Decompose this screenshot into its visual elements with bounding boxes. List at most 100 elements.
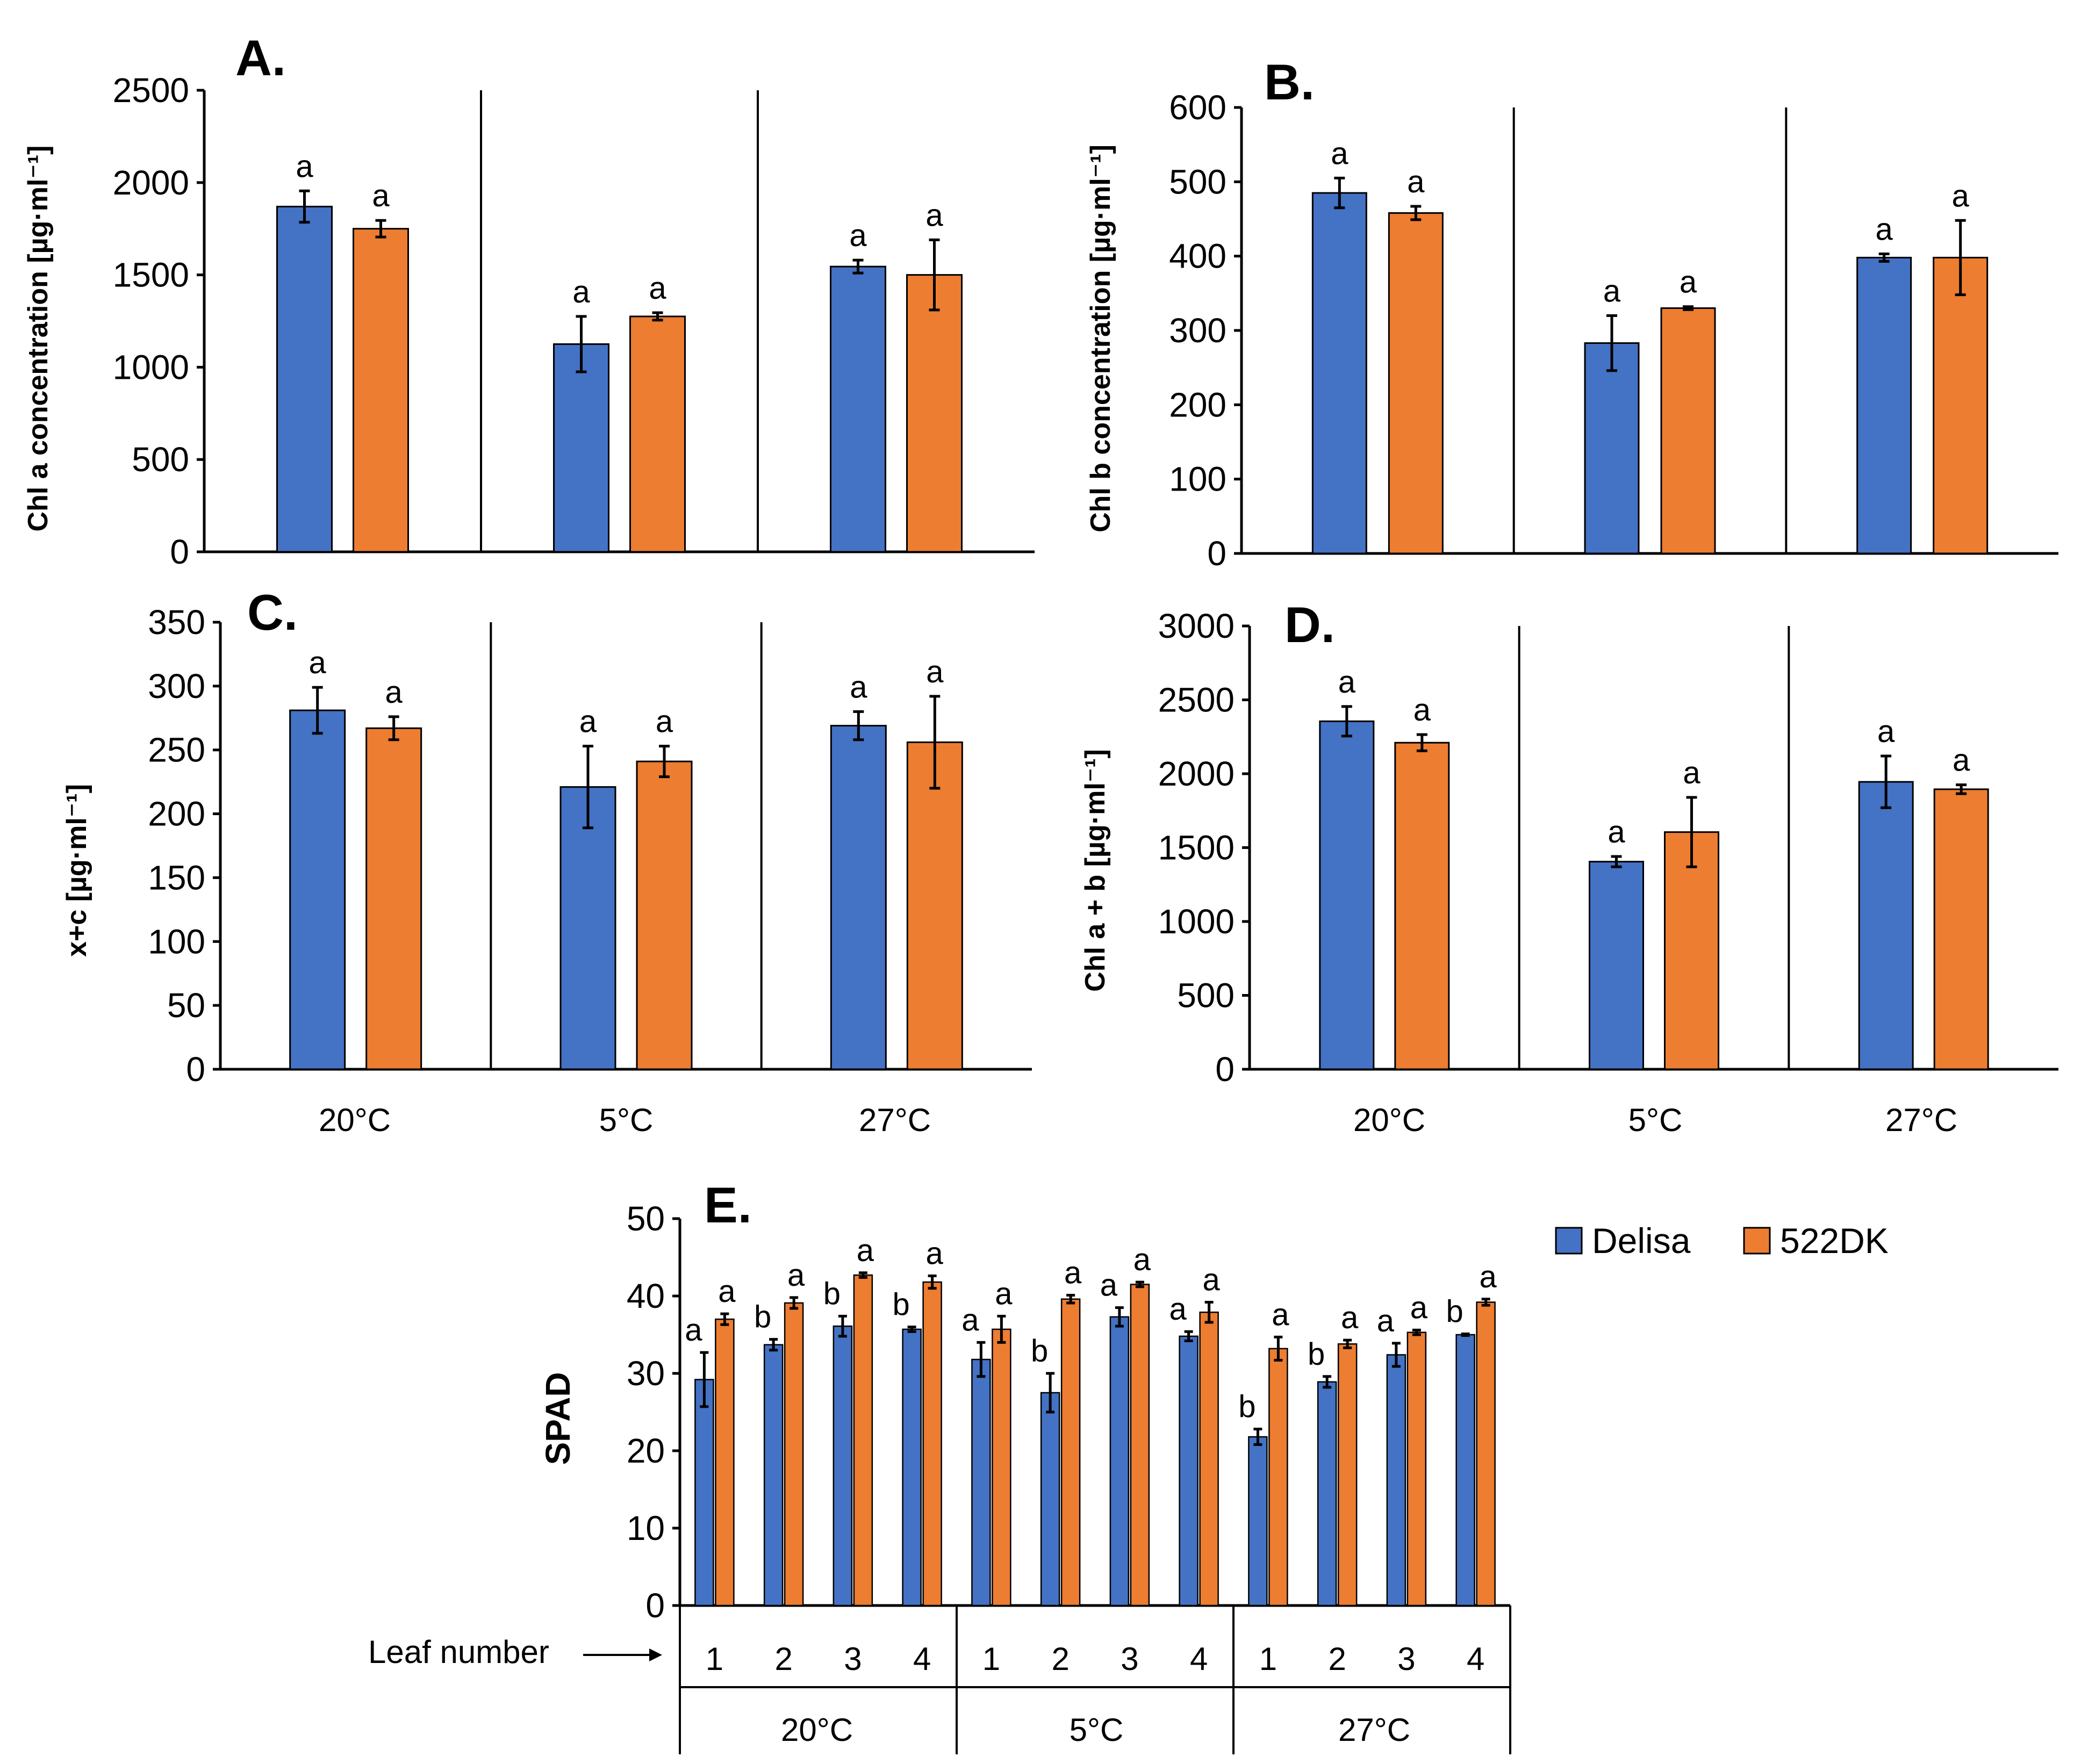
panel-e-significance-letter: b [1031, 1334, 1048, 1369]
panel-e-bar-522dk [1407, 1331, 1427, 1607]
panel-c-significance-letter: a [926, 654, 944, 689]
panel-c-bar-522dk [636, 760, 693, 1070]
panel-e-bar-delisa [1386, 1354, 1407, 1607]
panel-e-bar-522dk [1268, 1348, 1288, 1607]
panel-d-label: D. [1285, 596, 1335, 653]
panel-e-bar-522dk [1130, 1284, 1150, 1607]
panel-c-y-tick-label: 300 [148, 667, 205, 705]
panel-e-significance-letter: a [1100, 1268, 1118, 1303]
panel-e-leaf-label: 4 [913, 1641, 931, 1677]
legend: Delisa 522DK [1555, 1221, 1889, 1261]
panel-e-leaf-label: 3 [1121, 1641, 1138, 1677]
panel-b-bar-522dk [1660, 307, 1716, 555]
panel-e-bar-522dk [992, 1328, 1011, 1607]
leaf-number-caption: Leaf number [368, 1634, 549, 1670]
panel-d-y-axis-title: Chl a + b [µg·ml⁻¹] [1080, 749, 1111, 992]
panel-e-bar-delisa [1179, 1335, 1199, 1607]
panel-e-significance-letter: a [1377, 1304, 1395, 1338]
panel-e-significance-letter: a [1410, 1290, 1428, 1325]
panel-e-significance-letter: b [892, 1287, 909, 1322]
panel-a-y-tick-label: 1000 [113, 348, 189, 386]
panel-e-leaf-label: 3 [844, 1641, 862, 1677]
panel-d-y-tick-label: 500 [1177, 976, 1235, 1015]
panel-b-y-tick-label: 300 [1169, 311, 1226, 350]
panel-e-group-label: 20°C [781, 1712, 853, 1748]
panel-a-significance-letter: a [296, 149, 313, 184]
panel-e-y-tick-label: 50 [627, 1199, 665, 1238]
panel-c-significance-letter: a [579, 704, 597, 739]
panel-a-y-axis-title: Chl a concentration [µg·ml⁻¹] [23, 146, 54, 532]
panel-a-significance-letter: a [849, 218, 867, 253]
panel-b-bar-522dk [1933, 256, 1989, 555]
panel-e-leaf-label: 2 [1051, 1641, 1069, 1677]
panel-d-bar-522dk [1394, 741, 1450, 1070]
panel-e-leaf-label: 4 [1467, 1641, 1484, 1677]
panel-c-y-tick-label: 200 [148, 795, 205, 833]
panel-e-leaf-label: 1 [706, 1641, 723, 1677]
panel-e-bar-522dk [1060, 1298, 1081, 1607]
panel-e-significance-letter: b [754, 1300, 771, 1335]
panel-c-y-tick-label: 350 [148, 603, 205, 642]
panel-d-significance-letter: a [1953, 743, 1970, 778]
panel-c-y-axis-title: x+c [µg·ml⁻¹] [61, 784, 92, 957]
panel-b-bar-delisa [1311, 192, 1367, 555]
panel-d-category-label: 20°C [1353, 1102, 1425, 1138]
panel-a-bar-522dk [629, 315, 686, 553]
panel-b-y-tick-label: 0 [1207, 534, 1226, 573]
panel-d-bar-delisa [1589, 861, 1644, 1070]
panel-a-y-tick-label: 0 [170, 532, 189, 571]
panel-e-bar-delisa [1248, 1436, 1268, 1607]
panel-b-label: B. [1264, 54, 1315, 110]
panel-a-significance-letter: a [572, 275, 590, 309]
panel-e-significance-letter: b [1446, 1294, 1463, 1329]
panel-c-category-label: 5°C [599, 1102, 654, 1138]
panel-d-y-tick-label: 0 [1215, 1050, 1235, 1089]
panel-e-significance-letter: a [1202, 1263, 1220, 1298]
panel-e-leaf-label: 2 [774, 1641, 792, 1677]
panel-d-y-tick-label: 2000 [1158, 754, 1235, 793]
panel-e-y-tick-label: 20 [627, 1431, 665, 1470]
panel-d-bar-delisa [1319, 720, 1375, 1070]
panel-d-significance-letter: a [1877, 714, 1895, 749]
panel-e-y-tick-label: 0 [645, 1586, 665, 1625]
panel-d-y-tick-label: 1000 [1158, 902, 1235, 941]
panel-e-significance-letter: a [1169, 1292, 1187, 1327]
legend-swatch-delisa [1555, 1227, 1583, 1255]
panel-b-significance-letter: a [1603, 273, 1621, 308]
panel-d-significance-letter: a [1338, 665, 1356, 700]
panel-d-bar-delisa [1858, 781, 1914, 1070]
panel-e-bar-delisa [1317, 1381, 1337, 1607]
panel-e-significance-letter: b [1238, 1389, 1255, 1424]
panel-e-bar-522dk [715, 1318, 735, 1607]
panel-b-y-tick-label: 100 [1169, 460, 1226, 499]
panel-c-bar-delisa [830, 725, 887, 1070]
panel-a-significance-letter: a [925, 198, 943, 233]
legend-label-delisa: Delisa [1592, 1221, 1691, 1261]
panel-a-significance-letter: a [372, 178, 390, 213]
panel-c-y-tick-label: 50 [167, 986, 205, 1025]
panel-e-significance-letter: a [1064, 1256, 1082, 1291]
panel-a-y-tick-label: 2500 [113, 71, 189, 110]
panel-b-bar-delisa [1856, 256, 1912, 555]
panel-b-significance-letter: a [1952, 178, 1970, 213]
panel-e-y-axis-title: SPAD [539, 1372, 577, 1465]
panel-e-group-label: 27°C [1338, 1712, 1410, 1748]
panel-e-bar-delisa [1455, 1334, 1475, 1607]
panel-e-bar-delisa [902, 1328, 922, 1607]
panel-c-y-tick-label: 100 [148, 922, 205, 961]
panel-c-bar-522dk [365, 727, 422, 1070]
panel-d-category-label: 5°C [1628, 1102, 1683, 1138]
panel-e-significance-letter: a [857, 1233, 874, 1268]
panel-e-significance-letter: a [925, 1236, 943, 1271]
panel-e-significance-letter: a [787, 1258, 805, 1293]
panel-a-bar-delisa [553, 343, 609, 553]
panel-e-bar-522dk [922, 1281, 942, 1607]
panel-a-bar-522dk [906, 274, 963, 553]
panel-e-bar-delisa [971, 1358, 991, 1607]
panel-e-leaf-label: 4 [1190, 1641, 1208, 1677]
panel-c-y-tick-label: 150 [148, 858, 205, 897]
panel-d-significance-letter: a [1683, 755, 1700, 790]
panel-e-bar-delisa [1040, 1392, 1060, 1607]
panel-e-bar-delisa [694, 1379, 714, 1607]
